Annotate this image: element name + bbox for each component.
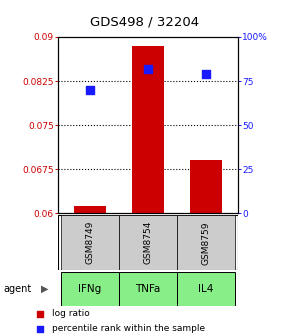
- Text: IL4: IL4: [198, 284, 214, 294]
- FancyBboxPatch shape: [61, 215, 119, 270]
- Text: GSM8749: GSM8749: [85, 221, 95, 264]
- Text: percentile rank within the sample: percentile rank within the sample: [52, 324, 205, 333]
- FancyBboxPatch shape: [177, 215, 235, 270]
- Point: [37, 311, 42, 317]
- FancyBboxPatch shape: [61, 272, 119, 306]
- FancyBboxPatch shape: [119, 272, 177, 306]
- FancyBboxPatch shape: [119, 215, 177, 270]
- Point: [88, 87, 92, 93]
- Text: GSM8754: GSM8754: [143, 221, 153, 264]
- Text: agent: agent: [3, 284, 31, 294]
- Text: TNFa: TNFa: [135, 284, 161, 294]
- Text: log ratio: log ratio: [52, 309, 90, 318]
- Point: [37, 326, 42, 332]
- Text: GDS498 / 32204: GDS498 / 32204: [90, 15, 200, 28]
- FancyBboxPatch shape: [177, 272, 235, 306]
- Point: [146, 66, 150, 71]
- Point: [204, 71, 208, 77]
- Text: GSM8759: GSM8759: [201, 221, 211, 264]
- Bar: [74, 206, 106, 213]
- Bar: [132, 46, 164, 213]
- Bar: [190, 160, 222, 213]
- Text: IFNg: IFNg: [78, 284, 102, 294]
- Text: ▶: ▶: [41, 284, 49, 294]
